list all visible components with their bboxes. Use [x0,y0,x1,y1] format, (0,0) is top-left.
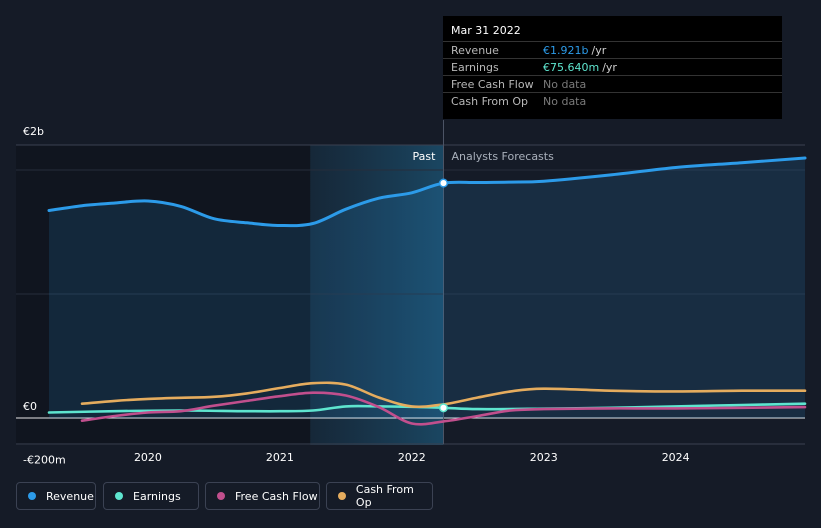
tooltip-row-cfo: Cash From Op No data [443,92,782,109]
tooltip-date: Mar 31 2022 [451,24,521,37]
legend-item-free-cash-flow[interactable]: Free Cash Flow [205,482,320,510]
past-label: Past [413,150,437,163]
tooltip: Mar 31 2022 Revenue €1.921b/yr Earnings … [443,16,782,119]
history-region [16,145,311,445]
legend-dot [217,492,225,500]
marker-revenue [438,178,449,188]
y-tick-label: €0 [23,400,37,413]
legend-label: Earnings [133,489,181,503]
marker-earnings [438,403,449,413]
legend-label: Revenue [46,489,94,503]
legend-dot [28,492,36,500]
x-tick-label: 2021 [266,451,294,464]
tooltip-value: €75.640m [543,61,600,74]
x-tick-label: 2023 [530,451,558,464]
legend-label: Free Cash Flow [235,489,318,503]
legend-item-earnings[interactable]: Earnings [103,482,199,510]
x-tick-label: 2022 [398,451,426,464]
y-tick-label: €2b [23,125,44,138]
past-region [310,145,444,445]
legend-item-cash-from-op[interactable]: Cash From Op [326,482,433,510]
tooltip-value: €1.921b [543,44,589,57]
tooltip-row-fcf: Free Cash Flow No data [443,75,782,92]
tooltip-row-earnings: Earnings €75.640m/yr [443,58,782,75]
tooltip-label: Revenue [451,44,499,57]
y-tick-label: -€200m [23,453,66,466]
legend-dot [338,492,346,500]
tooltip-unit: /yr [602,61,617,74]
legend-label: Cash From Op [355,483,414,509]
line-fcf [80,391,807,426]
forecast-label: Analysts Forecasts [451,150,554,163]
line-cfo [80,381,807,409]
x-tick-label: 2024 [662,451,690,464]
legend-dot [115,492,123,500]
tooltip-value: No data [543,78,587,91]
tooltip-row-revenue: Revenue €1.921b/yr [443,41,782,58]
legend-item-revenue[interactable]: Revenue [16,482,96,510]
tooltip-unit: /yr [591,44,607,57]
tooltip-label: Cash From Op [451,95,529,108]
tooltip-value: No data [543,95,587,108]
x-tick-label: 2020 [134,451,162,464]
tooltip-label: Earnings [451,61,499,74]
line-earnings [47,402,807,414]
line-revenue [47,156,807,228]
tooltip-label: Free Cash Flow [451,78,534,91]
